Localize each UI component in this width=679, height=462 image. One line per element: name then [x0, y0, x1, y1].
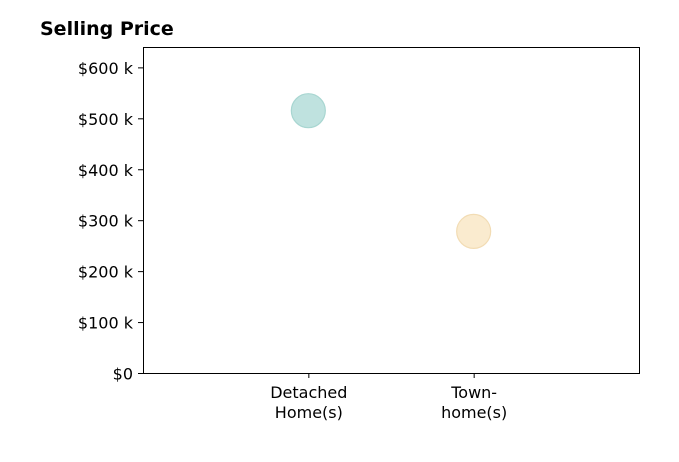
y-axis: $0 $100 k $200 k $300 k $400 k $500 k $600 k [78, 59, 143, 384]
y-tick-label: $200 k [78, 263, 134, 282]
y-tick-label: $0 [113, 365, 133, 384]
x-tick-label: Detached [270, 383, 347, 402]
data-point-1 [290, 93, 326, 129]
y-tick-label: $100 k [78, 314, 134, 333]
y-tick-label: $600 k [78, 59, 134, 78]
x-tick-label: home(s) [441, 403, 507, 422]
data-point-2 [456, 213, 492, 249]
plot-area [290, 93, 492, 249]
x-tick-label: Home(s) [275, 403, 343, 422]
x-tick-label: Town- [450, 383, 497, 402]
axes-frame [143, 47, 640, 374]
y-tick-label: $400 k [78, 161, 134, 180]
y-tick-label: $500 k [78, 110, 134, 129]
y-tick-label: $300 k [78, 212, 134, 231]
chart-title: Selling Price [40, 18, 174, 40]
